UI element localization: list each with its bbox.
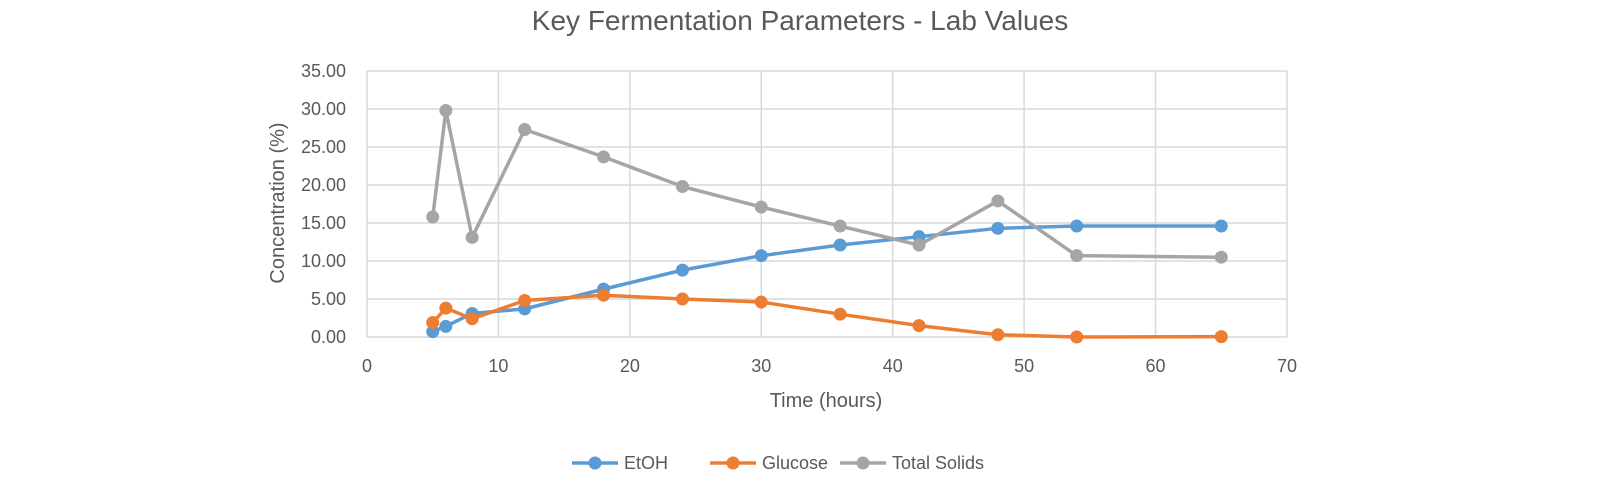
data-point (465, 312, 479, 326)
y-tick-label: 0.00 (311, 327, 346, 347)
x-axis-ticks: 0 10 20 30 40 50 60 70 (362, 356, 1297, 376)
series-line (430, 108, 1222, 259)
data-point (833, 219, 847, 233)
data-point (597, 288, 611, 302)
x-tick-label: 50 (1014, 356, 1034, 376)
data-point (439, 301, 453, 315)
data-point (1070, 219, 1084, 233)
grid-lines (366, 70, 1288, 338)
data-point (426, 316, 440, 330)
legend-marker (726, 456, 740, 470)
y-tick-label: 25.00 (301, 137, 346, 157)
x-tick-label: 40 (883, 356, 903, 376)
x-tick-label: 10 (488, 356, 508, 376)
y-axis-ticks: 0.00 5.00 10.00 15.00 20.00 25.00 30.00 35.00 (301, 61, 346, 347)
legend-label: EtOH (624, 453, 668, 473)
legend-marker (588, 456, 602, 470)
legend: EtOH Glucose Total Solids (572, 453, 984, 473)
data-point (675, 263, 689, 277)
data-point (1070, 249, 1084, 263)
data-point (675, 180, 689, 194)
data-point (1214, 330, 1228, 344)
data-point (991, 194, 1005, 208)
data-point (754, 249, 768, 263)
x-tick-label: 30 (751, 356, 771, 376)
series-total-solids (426, 104, 1228, 264)
data-point (1070, 330, 1084, 344)
legend-label: Total Solids (892, 453, 984, 473)
chart-title: Key Fermentation Parameters - Lab Values (532, 5, 1068, 36)
data-point (754, 200, 768, 214)
y-tick-label: 5.00 (311, 289, 346, 309)
x-tick-label: 60 (1146, 356, 1166, 376)
data-point (833, 238, 847, 252)
data-point (991, 221, 1005, 235)
series-glucose (426, 288, 1228, 344)
y-tick-label: 20.00 (301, 175, 346, 195)
x-axis-title: Time (hours) (770, 390, 883, 412)
data-point (426, 325, 440, 339)
data-point (597, 150, 611, 164)
y-tick-label: 30.00 (301, 99, 346, 119)
data-point (1214, 250, 1228, 264)
data-point (426, 210, 440, 224)
x-tick-label: 0 (362, 356, 372, 376)
y-tick-label: 10.00 (301, 251, 346, 271)
data-point (912, 238, 926, 252)
data-point (833, 307, 847, 321)
y-axis-title: Concentration (%) (267, 122, 289, 283)
series-line (432, 224, 1222, 334)
series-etoh (426, 219, 1228, 339)
data-point (675, 292, 689, 306)
data-point (754, 295, 768, 309)
data-point (465, 230, 479, 244)
data-point (439, 319, 453, 333)
data-point (1214, 219, 1228, 233)
data-point (518, 123, 532, 137)
legend-item: Total Solids (840, 453, 984, 473)
data-point (439, 104, 453, 118)
legend-item: Glucose (710, 453, 828, 473)
x-tick-label: 20 (620, 356, 640, 376)
data-point (991, 328, 1005, 342)
legend-marker (856, 456, 870, 470)
legend-label: Glucose (762, 453, 828, 473)
y-tick-label: 35.00 (301, 61, 346, 81)
x-tick-label: 70 (1277, 356, 1297, 376)
data-point (518, 294, 532, 308)
data-point (912, 319, 926, 333)
legend-item: EtOH (572, 453, 668, 473)
series-group (426, 104, 1228, 344)
y-tick-label: 15.00 (301, 213, 346, 233)
